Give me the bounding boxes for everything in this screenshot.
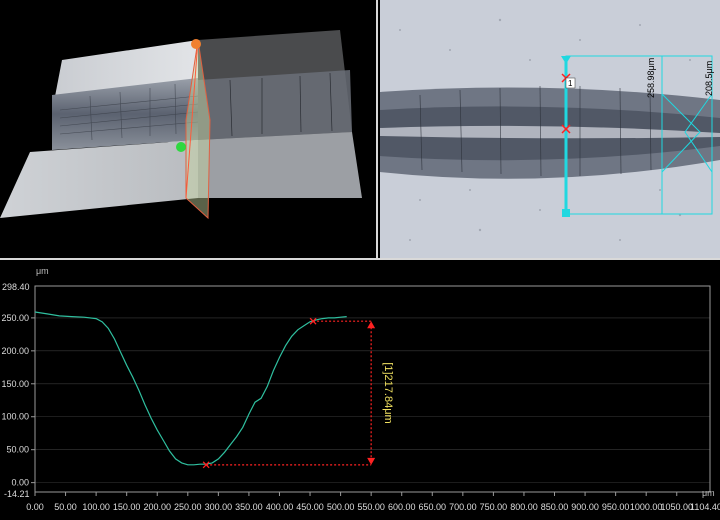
y-min-label: -14.21 [4,489,30,499]
green-marker[interactable] [176,142,186,152]
x-tick-label: 900.00 [571,502,599,512]
y-tick-label: 0.00 [11,478,29,488]
x-tick-label: 400.00 [266,502,294,512]
y-tick-label: 200.00 [1,346,29,356]
cutting-plane [185,39,211,220]
x-unit-label: μm [702,488,715,498]
x-tick-label: 450.00 [296,502,324,512]
y-unit-label: μm [36,266,49,276]
y-tick-label: 50.00 [6,445,29,455]
panel-divider [0,258,720,260]
width-label-1: 258.98μm [646,58,656,98]
measure-arrow-bottom [367,457,376,465]
marker-label-box [565,77,576,89]
x-tick-label: 150.00 [113,502,141,512]
x-tick-label: 350.00 [235,502,263,512]
x-tick-label: 550.00 [357,502,385,512]
x-tick-label: 50.00 [54,502,77,512]
y-max-label: 298.40 [2,282,30,292]
measurement-label: [1]217.84μm [382,362,394,423]
x-tick-label: 800.00 [510,502,538,512]
marker-label: 1 [568,79,573,88]
x-tick-label: 250.00 [174,502,202,512]
width-label-2: 208.5μm [704,61,714,96]
chart-grid [35,317,710,483]
surface-groove [52,78,198,150]
orange-marker[interactable] [191,39,201,49]
height-measurement[interactable] [202,317,376,469]
x-tick-label: 600.00 [388,502,416,512]
3d-view-panel[interactable] [0,0,378,258]
red-x-marker-bottom[interactable] [561,124,571,134]
marker-x-bottom [202,461,210,469]
profile-chart[interactable]: μm μm 298.40 -14.21 1104.40 250.00200.00… [0,260,720,520]
microscope-image[interactable]: 1 258.98μm 208.5μm [380,0,720,258]
surface-groove-right [198,70,352,140]
y-tick-label: 100.00 [1,412,29,422]
measure-arrow-top [367,321,376,329]
section-arrow-top [561,56,571,64]
3d-surface-render[interactable] [0,0,376,258]
x-tick-label: 300.00 [205,502,233,512]
x-tick-label: 700.00 [449,502,477,512]
surface-lower [0,140,198,218]
chart-axes [34,285,711,493]
x-tick-label: 850.00 [541,502,569,512]
x-tick-label: 200.00 [143,502,171,512]
x-tick-label: 100.00 [82,502,110,512]
microscope-image-panel[interactable]: 1 258.98μm 208.5μm [380,0,720,258]
x-tick-label: 500.00 [327,502,355,512]
surface-lower-right [198,132,362,198]
x-tick-label: 1000.00 [630,502,663,512]
x-tick-label: 650.00 [419,502,447,512]
x-tick-label: 0.00 [26,502,44,512]
profile-chart-panel[interactable]: μm μm 298.40 -14.21 1104.40 250.00 200.00… [0,260,720,520]
section-handle-bottom[interactable] [562,209,570,217]
x-tick-label: 950.00 [602,502,630,512]
x-tick-label: 750.00 [480,502,508,512]
x-tick-label: 1050.00 [660,502,693,512]
marker-x-top [309,317,317,325]
y-tick-label: 250.00 [1,313,29,323]
profile-curve[interactable] [34,311,347,466]
plot-frame [34,285,711,493]
x-max-label: 1104.40 [690,502,720,512]
section-line [185,39,199,199]
y-tick-label: 150.00 [1,379,29,389]
